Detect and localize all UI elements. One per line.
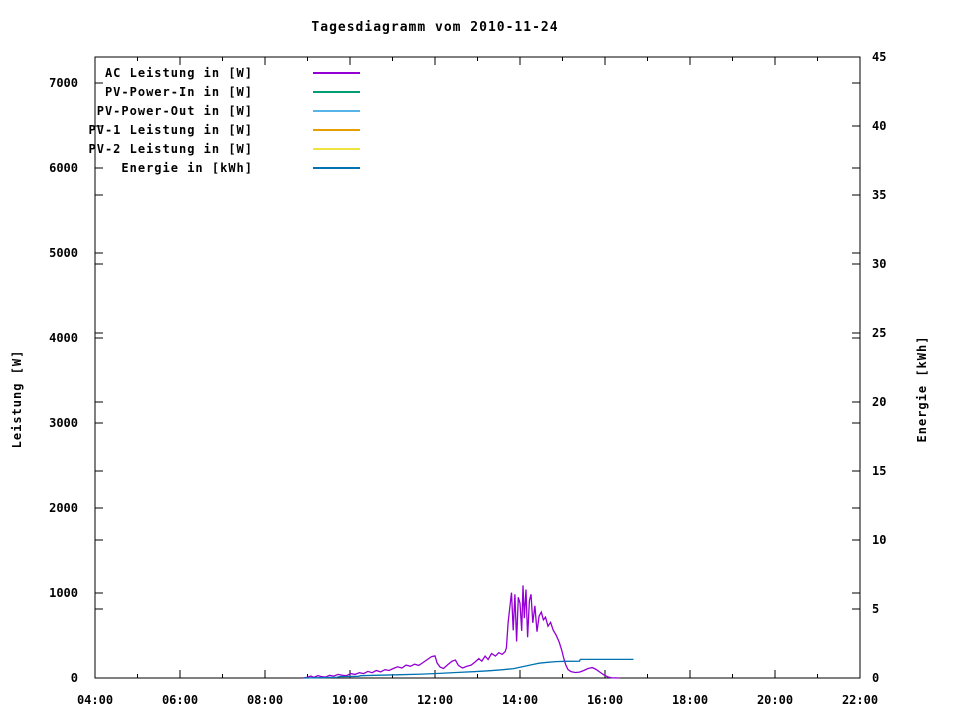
y-right-tick-label: 45 [872,50,886,64]
x-tick-label: 04:00 [77,693,113,707]
legend-color-sample [313,129,360,131]
y-left-tick-label: 7000 [49,76,78,90]
legend-item-label: Energie in [kWh] [121,161,253,175]
y-left-tick-label: 5000 [49,246,78,260]
legend-item-energie: Energie in [kWh] [0,161,400,175]
x-tick-label: 22:00 [842,693,878,707]
y-right-tick-label: 40 [872,119,886,133]
legend-item-pv-power-in: PV-Power-In in [W] [0,85,400,99]
x-tick-label: 18:00 [672,693,708,707]
legend-item-label: PV-Power-In in [W] [104,85,253,99]
y-right-tick-label: 5 [872,602,879,616]
legend-color-sample [313,167,360,169]
x-tick-label: 08:00 [247,693,283,707]
legend-item-label: PV-1 Leistung in [W] [88,123,253,137]
y-right-tick-label: 35 [872,188,886,202]
x-tick-label: 12:00 [417,693,453,707]
y-right-tick-label: 20 [872,395,886,409]
x-tick-label: 16:00 [587,693,623,707]
series-line-5 [303,658,634,679]
legend-item-label: AC Leistung in [W] [104,66,253,80]
x-tick-label: 10:00 [332,693,368,707]
legend-item-pv2-leistung: PV-2 Leistung in [W] [0,142,400,156]
legend-color-sample [313,148,360,150]
legend-item-label: PV-Power-Out in [W] [96,104,253,118]
legend-item-pv-power-out: PV-Power-Out in [W] [0,104,400,118]
legend-color-sample [313,91,360,93]
y-right-tick-label: 30 [872,257,886,271]
legend-color-sample [313,110,360,112]
y-right-tick-label: 0 [872,671,879,685]
series-line-0 [302,585,620,679]
legend-item-pv1-leistung: PV-1 Leistung in [W] [0,123,400,137]
legend-item-ac-leistung: AC Leistung in [W] [0,66,400,80]
y-left-tick-label: 4000 [49,331,78,345]
y-right-tick-label: 25 [872,326,886,340]
x-tick-label: 06:00 [162,693,198,707]
y-left-tick-label: 1000 [49,586,78,600]
x-tick-label: 20:00 [757,693,793,707]
y-left-tick-label: 6000 [49,161,78,175]
y-left-tick-label: 2000 [49,501,78,515]
chart-title: Tagesdiagramm vom 2010-11-24 [311,20,559,35]
legend-item-label: PV-2 Leistung in [W] [88,142,253,156]
x-tick-label: 14:00 [502,693,538,707]
y-right-tick-label: 10 [872,533,886,547]
y-left-tick-label: 3000 [49,416,78,430]
y-right-tick-label: 15 [872,464,886,478]
legend-color-sample [313,72,360,74]
y-left-tick-label: 0 [71,671,78,685]
